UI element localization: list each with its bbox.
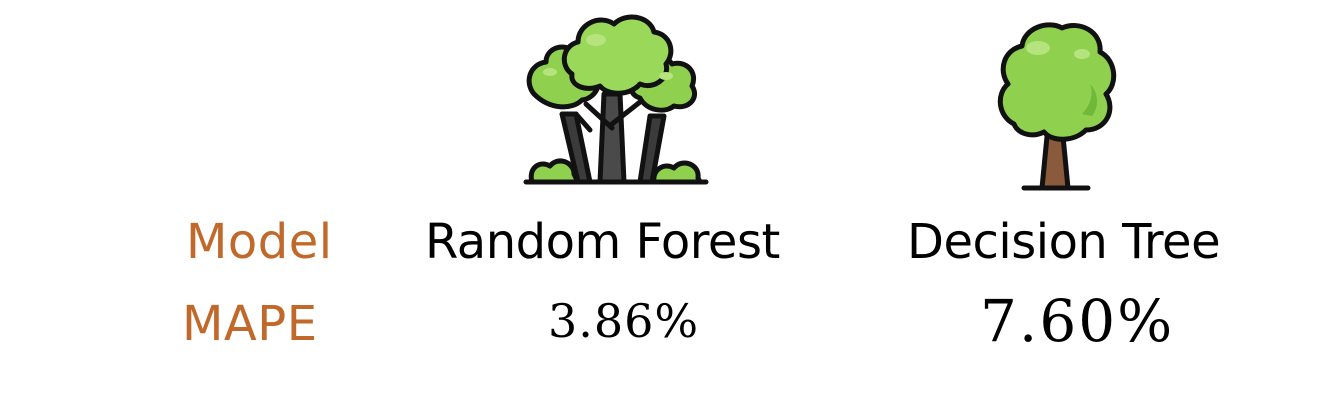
model-row-label: Model	[186, 214, 333, 270]
random-forest-name: Random Forest	[425, 214, 780, 270]
tree-icon	[997, 22, 1117, 191]
forest-icon	[523, 14, 709, 185]
decision-tree-mape: 7.60%	[980, 287, 1175, 355]
mape-row-label: MAPE	[182, 296, 318, 352]
decision-tree-name: Decision Tree	[907, 214, 1221, 270]
random-forest-mape: 3.86%	[548, 294, 700, 348]
